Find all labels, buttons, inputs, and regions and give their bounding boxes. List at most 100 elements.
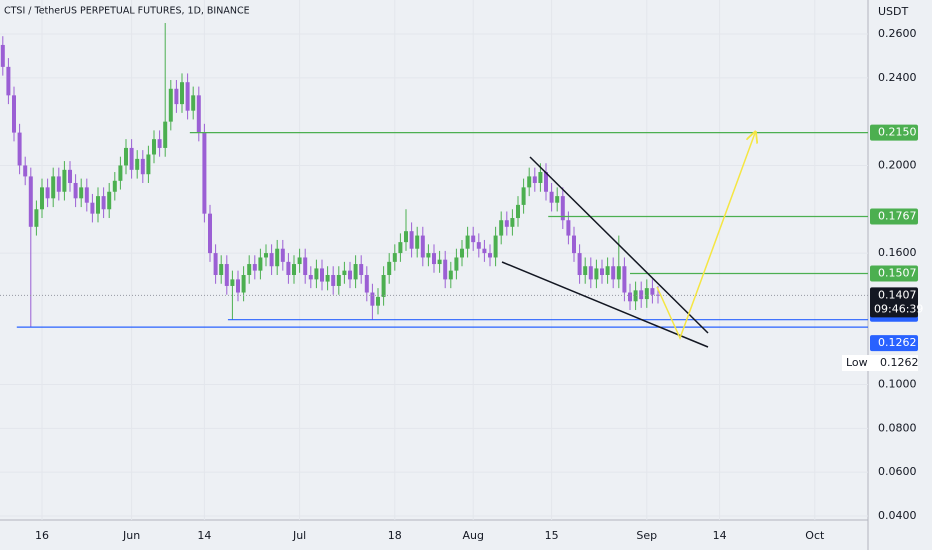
y-tick-label: 0.2600 xyxy=(878,27,917,40)
candle-body xyxy=(639,290,644,300)
price-level-label: 0.1507 xyxy=(878,266,917,279)
candle-body xyxy=(196,95,201,133)
candle-body xyxy=(370,292,375,306)
candle-body xyxy=(23,165,28,177)
candle-body xyxy=(292,264,296,275)
candle-body xyxy=(280,248,285,262)
candle-body xyxy=(28,176,33,227)
candle-body xyxy=(633,290,638,302)
price-level-label: 0.2150 xyxy=(878,126,917,139)
candle-body xyxy=(488,253,492,258)
candle-body xyxy=(359,264,364,275)
low-tag xyxy=(842,355,918,371)
candle-body xyxy=(588,266,593,280)
candle-body xyxy=(68,169,72,183)
x-tick-label: Oct xyxy=(805,529,825,542)
y-tick-label: 0.0800 xyxy=(878,421,917,434)
candle-body xyxy=(426,253,431,258)
candle-body xyxy=(112,180,117,192)
candle-body xyxy=(387,261,392,275)
candle-body xyxy=(275,248,280,267)
candle-body xyxy=(437,259,442,265)
y-tick-label: 0.1600 xyxy=(878,246,917,259)
candle-body xyxy=(448,270,453,280)
candle-body xyxy=(51,176,56,199)
candle-body xyxy=(84,187,89,203)
candle-body xyxy=(191,95,196,111)
candle-body xyxy=(516,204,520,219)
candle-body xyxy=(460,248,464,258)
candle-body xyxy=(376,296,380,306)
candle-body xyxy=(538,172,543,183)
low-tag-value: 0.1262 xyxy=(880,356,919,369)
candle-body xyxy=(622,266,627,293)
candle-body xyxy=(124,147,128,166)
candle-body xyxy=(163,121,168,148)
candle-body xyxy=(314,268,319,280)
candle-body xyxy=(79,187,84,199)
candle-body xyxy=(325,275,330,282)
candle-body xyxy=(17,132,22,166)
x-tick-label: 16 xyxy=(35,529,49,542)
candle-body xyxy=(269,253,274,267)
drawings xyxy=(501,133,755,348)
candle-body xyxy=(471,235,476,243)
candle-body xyxy=(566,220,571,236)
candle-body xyxy=(213,253,218,275)
low-tag-name: Low xyxy=(846,356,868,369)
candle-body xyxy=(303,257,308,275)
candle-body xyxy=(616,266,621,280)
y-tick-label: 0.0600 xyxy=(878,465,917,478)
candle-body xyxy=(521,187,526,205)
price-level-tag xyxy=(870,208,918,225)
candle-body xyxy=(129,147,134,170)
candle-body xyxy=(504,220,509,227)
candle-body xyxy=(331,275,336,286)
candle-body xyxy=(308,275,313,280)
candle-body xyxy=(0,44,5,67)
candle-body xyxy=(264,253,268,258)
candle-body xyxy=(247,264,252,275)
candle-body xyxy=(107,191,112,210)
x-tick-label: 14 xyxy=(197,529,211,542)
candle-body xyxy=(297,257,302,265)
candle-body xyxy=(40,187,44,210)
candle-body xyxy=(230,279,235,286)
x-tick-label: 14 xyxy=(713,529,727,542)
x-tick-label: 15 xyxy=(545,529,559,542)
candle-body xyxy=(34,209,39,227)
last-price-tag xyxy=(870,287,918,318)
candle-body xyxy=(73,182,78,199)
wedge-lower-line xyxy=(501,261,709,348)
candle-body xyxy=(510,218,515,227)
candle-body xyxy=(420,235,425,258)
candle-body xyxy=(146,154,151,175)
candle-body xyxy=(62,169,67,192)
candle-body xyxy=(348,270,352,280)
candle-body xyxy=(45,187,50,199)
wedge-upper-line xyxy=(529,156,709,334)
candle-body xyxy=(364,275,369,293)
candle-body xyxy=(101,196,106,210)
price-level-tag xyxy=(870,335,918,352)
candle-body xyxy=(600,268,604,275)
candle-body xyxy=(202,132,207,214)
candle-body xyxy=(583,266,588,275)
price-level-label: 0.1262 xyxy=(878,336,917,349)
candle-body xyxy=(219,264,224,275)
candle-body xyxy=(140,158,145,175)
candle-body xyxy=(135,158,140,170)
candle-body xyxy=(152,139,156,155)
candle-body xyxy=(611,266,616,280)
y-tick-label: 0.0400 xyxy=(878,509,917,522)
x-tick-label: Jul xyxy=(292,529,306,542)
candle-body xyxy=(544,172,548,192)
price-level-label: 0.1767 xyxy=(878,210,917,223)
candle-body xyxy=(174,88,179,105)
candle-body xyxy=(286,261,291,275)
candle-body xyxy=(499,220,504,236)
candle-body xyxy=(118,165,123,181)
candle-body xyxy=(12,95,16,133)
